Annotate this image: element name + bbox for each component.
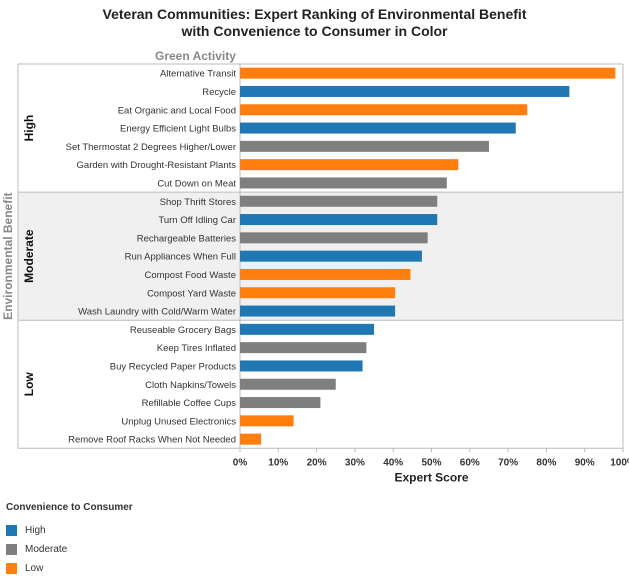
x-tick-label: 10%: [268, 457, 288, 468]
legend-label-moderate: Moderate: [25, 544, 68, 555]
bar-low: [240, 268, 411, 280]
bar-label: Compost Yard Waste: [147, 288, 236, 299]
x-tick-label: 50%: [421, 457, 441, 468]
x-tick-label: 0%: [233, 457, 248, 468]
x-tick-label: 80%: [536, 457, 556, 468]
bar-moderate: [240, 232, 428, 244]
bar-label: Garden with Drought-Resistant Plants: [77, 160, 237, 171]
bar-low: [240, 433, 262, 445]
x-axis-title: Expert Score: [394, 470, 468, 484]
legend: Convenience to Consumer High Moderate Lo…: [6, 502, 133, 578]
bar-label: Keep Tires Inflated: [157, 343, 236, 354]
bar-low: [240, 104, 528, 116]
legend-label-high: High: [25, 525, 46, 536]
legend-label-low: Low: [25, 563, 44, 574]
bar-label: Alternative Transit: [160, 69, 236, 80]
bar-label: Run Appliances When Full: [125, 252, 236, 263]
bar-high: [240, 323, 375, 335]
x-tick-label: 60%: [460, 457, 480, 468]
bar-label: Reuseable Grocery Bags: [130, 325, 236, 336]
bar-moderate: [240, 378, 336, 390]
x-tick-label: 100%: [610, 457, 629, 468]
bar-high: [240, 360, 363, 372]
bar-high: [240, 85, 570, 97]
bar-label: Turn Off Idling Car: [158, 215, 236, 226]
x-tick-label: 30%: [345, 457, 365, 468]
bar-high: [240, 305, 396, 317]
bar-moderate: [240, 140, 489, 152]
x-tick-label: 90%: [575, 457, 595, 468]
bar-label: Remove Roof Racks When Not Needed: [68, 435, 236, 446]
group-label-moderate: Moderate: [22, 229, 36, 283]
bar-moderate: [240, 195, 438, 207]
legend-item-moderate[interactable]: Moderate: [6, 540, 133, 559]
legend-item-low[interactable]: Low: [6, 559, 133, 578]
legend-swatch-low: [6, 563, 17, 574]
bar-low: [240, 287, 396, 299]
bar-label: Compost Food Waste: [144, 270, 236, 281]
group-label-high: High: [22, 115, 36, 142]
column-header: Green Activity: [155, 49, 236, 63]
row-axis-label: Environmental Benefit: [1, 192, 15, 319]
bar-label: Unplug Unused Electronics: [121, 416, 236, 427]
group-label-low: Low: [22, 372, 36, 397]
bar-high: [240, 214, 438, 226]
chart-title-line-1: Veteran Communities: Expert Ranking of E…: [102, 6, 527, 22]
chart-title-line-2: with Convenience to Consumer in Color: [181, 23, 448, 39]
bar-moderate: [240, 177, 447, 189]
bar-label: Energy Efficient Light Bulbs: [120, 124, 236, 135]
bar-label: Refillable Coffee Cups: [142, 398, 237, 409]
legend-item-high[interactable]: High: [6, 521, 133, 540]
legend-swatch-moderate: [6, 544, 17, 555]
bar-label: Shop Thrift Stores: [160, 197, 237, 208]
bar-chart: Green Activity Environmental Benefit High A…: [1, 49, 629, 484]
chart-title: Veteran Communities: Expert Ranking of E…: [0, 6, 629, 40]
x-tick-label: 70%: [498, 457, 518, 468]
bar-label: Cloth Napkins/Towels: [145, 380, 236, 391]
bar-label: Recycle: [202, 87, 236, 98]
bar-label: Rechargeable Batteries: [137, 233, 237, 244]
bar-label: Cut Down on Meat: [157, 178, 236, 189]
x-tick-label: 20%: [307, 457, 327, 468]
bar-label: Eat Organic and Local Food: [118, 105, 236, 116]
bar-low: [240, 159, 459, 171]
bar-moderate: [240, 342, 367, 354]
bar-moderate: [240, 397, 321, 409]
bar-low: [240, 67, 616, 79]
bar-label: Wash Laundry with Cold/Warm Water: [78, 307, 236, 318]
bar-high: [240, 250, 422, 262]
bar-low: [240, 415, 294, 427]
bar-label: Buy Recycled Paper Products: [110, 361, 236, 372]
bar-high: [240, 122, 516, 134]
bar-label: Set Thermostat 2 Degrees Higher/Lower: [66, 142, 236, 153]
legend-title: Convenience to Consumer: [6, 502, 133, 513]
legend-swatch-high: [6, 525, 17, 536]
x-tick-label: 40%: [383, 457, 403, 468]
